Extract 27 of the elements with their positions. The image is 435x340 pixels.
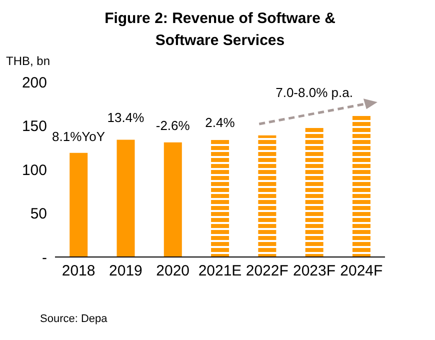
y-tick-label: 50 (30, 206, 47, 223)
chart-title: Figure 2: Revenue of Software & Software Services (104, 9, 336, 51)
annotation: -2.6% (156, 118, 190, 134)
x-tick-label: 2018 (62, 262, 96, 280)
x-tick-label: 2019 (109, 262, 142, 280)
x-tick-label: 2020 (156, 262, 190, 280)
annotation: 7.0-8.0% p.a. (274, 84, 354, 100)
x-tick-label: 2021E (198, 262, 242, 280)
annotation: 8.1%YoY (52, 128, 106, 144)
y-tick-label: - (42, 249, 47, 266)
bar (305, 126, 324, 257)
y-tick-label: 100 (22, 162, 47, 179)
y-tick-label: 150 (22, 118, 47, 136)
annotation: 2.4% (205, 114, 235, 130)
x-tick-label: 2023F (293, 262, 336, 280)
y-axis-title: THB, bn (6, 54, 50, 68)
source-note: Source: Depa (40, 313, 108, 325)
annotation: 13.4% (107, 110, 144, 125)
bar (258, 135, 276, 257)
x-tick-label: 2024F (340, 262, 383, 280)
bar (116, 140, 135, 257)
bar (70, 152, 88, 257)
bar (352, 115, 370, 257)
x-tick-label: 2022F (246, 262, 288, 280)
y-tick-label: 200 (22, 74, 47, 92)
bar (164, 142, 182, 257)
bar (211, 138, 230, 257)
